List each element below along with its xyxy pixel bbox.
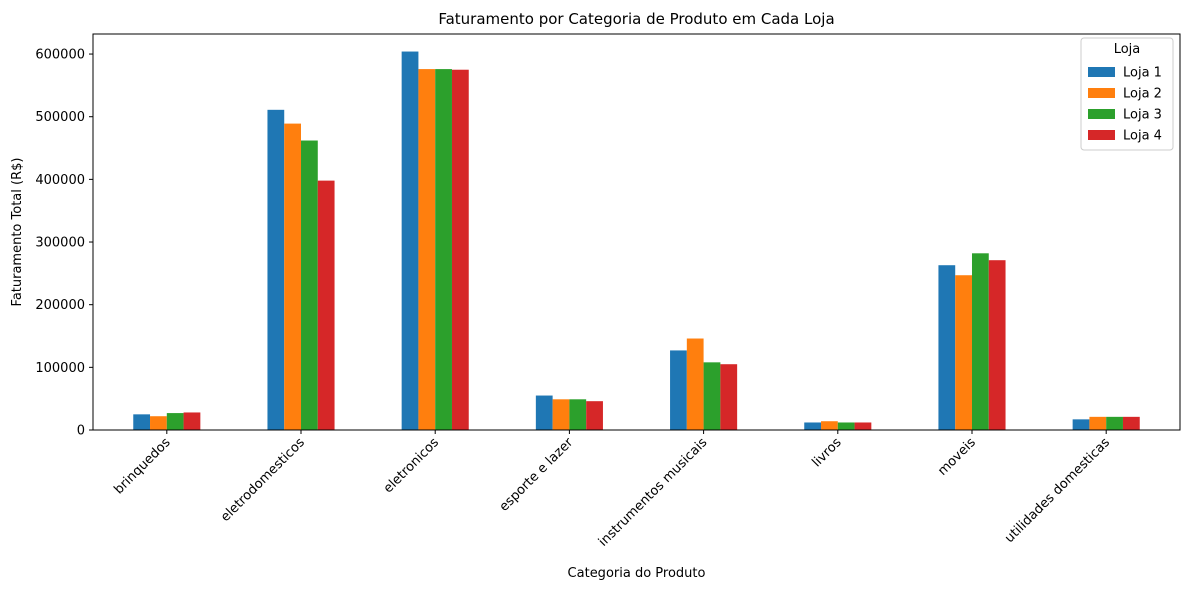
legend-swatch-loja-3 [1088,109,1115,119]
x-tick-label: brinquedos [111,435,173,497]
bar-loja-1-esporte-e-lazer [535,395,553,430]
y-tick-label: 500000 [35,110,85,125]
bar-loja-4-esporte-e-lazer [586,401,603,430]
x-tick-label: utilidades domesticas [1002,435,1113,546]
bar-loja-1-eletronicos [401,51,419,430]
bar-loja-3-moveis [971,253,989,430]
bar-loja-1-livros [804,422,822,430]
bar-loja-3-esporte-e-lazer [569,399,587,430]
legend-swatch-loja-4 [1088,130,1115,140]
x-tick-label: instrumentos musicais [596,435,711,550]
bar-loja-4-utilidades-domesticas [1122,416,1140,430]
bar-loja-2-moveis [955,275,972,430]
bar-loja-3-brinquedos [166,413,184,430]
y-tick-label: 600000 [35,48,85,63]
bar-loja-3-instrumentos-musicais [703,362,721,430]
x-tick-label: eletrodomesticos [218,435,308,525]
bar-loja-2-livros [821,421,838,430]
legend-entry-loja-2: Loja 2 [1123,87,1162,102]
bar-loja-2-esporte-e-lazer [552,399,570,430]
chart-title: Faturamento por Categoria de Produto em … [438,10,834,28]
bar-loja-3-eletrodomesticos [301,140,318,430]
bar-loja-1-eletrodomesticos [267,109,285,430]
x-tick-label: moveis [935,435,979,479]
x-axis-label: Categoria do Produto [568,566,706,581]
bar-loja-4-moveis [988,260,1006,430]
bar-loja-4-instrumentos-musicais [720,364,738,430]
y-tick-label: 100000 [35,361,85,376]
bar-loja-2-instrumentos-musicais [686,338,704,430]
x-tick-label: livros [809,435,844,470]
legend-frame [1080,37,1174,151]
legend-entry-loja-4: Loja 4 [1123,129,1162,144]
legend-swatch-loja-1 [1088,67,1115,77]
y-tick-label: 300000 [35,236,85,251]
y-tick-label: 200000 [35,298,85,313]
bar-loja-4-brinquedos [183,412,201,430]
bar-loja-1-brinquedos [133,414,151,430]
x-axis: brinquedos eletrodomesticos eletronicos esp… [111,430,1113,550]
x-tick-label: eletronicos [381,435,442,496]
bar-loja-4-eletrodomesticos [317,180,335,430]
bar-loja-1-instrumentos-musicais [670,350,687,430]
bar-loja-1-moveis [938,265,956,430]
legend-entry-loja-1: Loja 1 [1123,66,1162,81]
plot-area [92,33,1181,431]
y-tick-label: 400000 [35,173,85,188]
bar-loja-4-eletronicos [451,69,469,430]
bar-loja-2-eletronicos [418,69,436,430]
legend-swatch-loja-2 [1088,88,1115,98]
bar-loja-3-eletronicos [435,69,452,430]
legend-entry-loja-3: Loja 3 [1123,108,1162,123]
y-axis-label: Faturamento Total (R$) [10,158,25,307]
y-tick-label: 0 [77,424,85,439]
bar-loja-2-brinquedos [150,416,167,430]
bar-loja-2-utilidades-domesticas [1089,416,1107,430]
bar-loja-4-livros [854,422,872,430]
legend: Loja Loja 1 Loja 2 Loja 3 Loja 4 [1080,37,1174,151]
legend-title: Loja [1114,42,1141,57]
bar-loja-3-utilidades-domesticas [1106,416,1123,430]
x-tick-label: esporte e lazer [497,435,577,515]
bar-loja-2-eletrodomesticos [284,123,301,430]
bar-loja-1-utilidades-domesticas [1072,419,1090,430]
bar-loja-3-livros [837,422,855,430]
y-axis: 0 100000 200000 300000 400000 500000 600000 [35,48,93,439]
plot-frame [92,33,1181,431]
